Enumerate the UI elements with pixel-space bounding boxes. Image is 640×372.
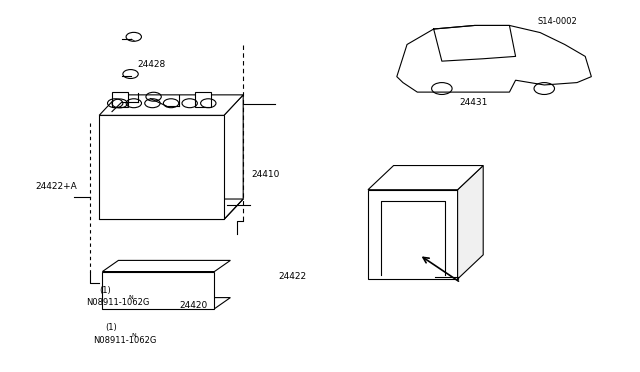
Circle shape (126, 32, 141, 41)
Text: 24428: 24428 (138, 60, 166, 68)
Polygon shape (102, 260, 230, 272)
Text: N08911-1062G: N08911-1062G (86, 298, 150, 307)
Bar (112, 92, 128, 107)
Text: 24422: 24422 (278, 272, 307, 280)
Text: 24410: 24410 (252, 170, 280, 179)
Text: 24431: 24431 (460, 98, 488, 107)
Text: S14-0002: S14-0002 (538, 17, 577, 26)
Bar (99, 115, 224, 219)
Polygon shape (99, 95, 243, 115)
Text: (1): (1) (106, 323, 117, 332)
Text: 24420: 24420 (179, 301, 207, 310)
Text: (1): (1) (99, 286, 111, 295)
Polygon shape (102, 298, 230, 309)
Circle shape (123, 70, 138, 78)
Bar (368, 190, 458, 279)
Polygon shape (368, 166, 483, 190)
Bar (195, 92, 211, 107)
Text: N: N (128, 295, 133, 301)
Text: 24422+A: 24422+A (35, 182, 77, 190)
Text: N08911-1062G: N08911-1062G (93, 336, 156, 344)
Bar (102, 272, 214, 309)
Text: N: N (131, 333, 136, 338)
Polygon shape (458, 166, 483, 279)
